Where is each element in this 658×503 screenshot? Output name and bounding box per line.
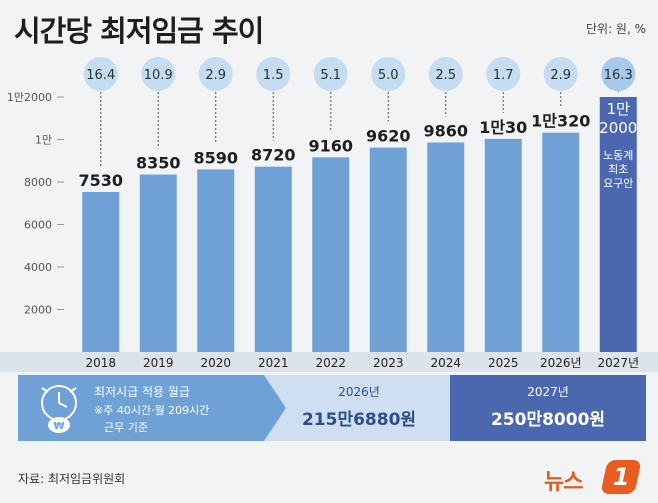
- svg-text:₩: ₩: [53, 421, 64, 432]
- bar-value-label: 8720: [251, 146, 296, 165]
- y-tick-label: 8000: [24, 176, 52, 189]
- growth-rate-label: 1.5: [263, 68, 284, 83]
- growth-bubble: [141, 57, 176, 91]
- growth-rate-label: 16.4: [86, 68, 115, 83]
- bar-value-label: 8590: [193, 148, 238, 167]
- bar-value-label: 7530: [78, 171, 123, 190]
- bar: [427, 142, 465, 352]
- y-tick-label: 2000: [24, 304, 52, 317]
- logo-text: 뉴스: [544, 470, 583, 495]
- bar: [312, 157, 350, 352]
- bar-value-label: 1만320: [531, 112, 590, 131]
- x-tick-label: 2025: [488, 356, 519, 370]
- source-note: 자료: 최저임금위원회: [18, 472, 126, 486]
- logo-badge: 1: [600, 460, 642, 494]
- growth-rate-label: 1.7: [493, 68, 514, 83]
- growth-bubble: [486, 57, 521, 91]
- monthly-wage-2026-box: [264, 375, 454, 441]
- year-2026-label: 2026년: [338, 385, 380, 399]
- bar-value-label: 1만30: [479, 118, 527, 137]
- highlight-note: 요구안: [603, 177, 633, 190]
- monthly-wage-note-2: 근무 기준: [104, 421, 148, 434]
- growth-bubble: [543, 57, 578, 91]
- highlight-note: 노동계: [603, 149, 633, 162]
- bar-value-label: 9860: [423, 121, 468, 140]
- x-axis-band: [0, 352, 658, 372]
- growth-rate-label: 2.9: [550, 68, 571, 83]
- unit-label: 단위: 원, %: [585, 22, 646, 36]
- bar: [197, 169, 235, 352]
- y-tick-label: 4000: [24, 261, 52, 274]
- bar: [599, 97, 637, 352]
- growth-rate-label: 16.3: [604, 68, 633, 83]
- growth-bubble: [428, 57, 463, 91]
- growth-rate-label: 2.9: [205, 68, 226, 83]
- growth-bubble: [198, 57, 233, 91]
- growth-rate-label: 5.1: [320, 68, 341, 83]
- bar: [484, 138, 522, 352]
- x-tick-label: 2023: [373, 356, 404, 370]
- clock-won-icon: ₩: [41, 385, 77, 433]
- monthly-wage-2027-box: [450, 375, 646, 441]
- bar-chart: 20004000600080001만1만200016.47530201810.9…: [0, 57, 658, 372]
- x-tick-label: 2027년: [597, 356, 639, 370]
- amount-2027: 250만8000원: [490, 410, 606, 430]
- y-tick-label: 6000: [24, 219, 52, 232]
- y-tick-label: 1만: [35, 134, 52, 147]
- year-2027-label: 2027년: [527, 385, 569, 399]
- x-tick-label: 2024: [430, 356, 461, 370]
- highlight-note: 최초: [608, 163, 628, 176]
- y-tick-label: 1만2000: [7, 91, 52, 104]
- growth-bubble: [83, 57, 118, 91]
- growth-rate-label: 10.9: [144, 68, 173, 83]
- bar: [82, 191, 120, 352]
- arrow-shape: [264, 375, 286, 441]
- x-tick-label: 2018: [85, 356, 116, 370]
- amount-2026: 215만6880원: [301, 410, 417, 430]
- bar: [542, 132, 580, 352]
- growth-bubble: [601, 57, 636, 91]
- monthly-wage-note: ※주 40시간·월 209시간: [94, 404, 210, 417]
- growth-bubble: [371, 57, 406, 91]
- growth-bubble: [256, 57, 291, 91]
- x-tick-label: 2019: [143, 356, 174, 370]
- bar: [139, 174, 177, 352]
- bar-value-label: 9620: [366, 127, 411, 146]
- bar-value-label: 9160: [308, 136, 353, 155]
- x-tick-label: 2020: [200, 356, 231, 370]
- bar-value-label: 8350: [136, 154, 181, 173]
- monthly-wage-panel: ₩ 최저시급 적용 월급 ※주 40시간·월 209시간 근무 기준 2026년…: [18, 375, 646, 441]
- growth-rate-label: 5.0: [378, 68, 399, 83]
- bar-value-label: 2000: [599, 119, 637, 137]
- page-title: 시간당 최저임금 추이: [14, 14, 264, 48]
- bar: [369, 147, 407, 352]
- bar-value-label: 1만: [607, 100, 631, 118]
- growth-rate-label: 2.5: [435, 68, 456, 83]
- growth-bubble: [313, 57, 348, 91]
- news1-logo: 뉴스 1: [544, 458, 646, 498]
- x-tick-label: 2021: [258, 356, 289, 370]
- x-tick-label: 2022: [315, 356, 346, 370]
- bar: [254, 166, 292, 352]
- x-tick-label: 2026년: [540, 356, 582, 370]
- monthly-wage-label: 최저시급 적용 월급: [94, 385, 190, 399]
